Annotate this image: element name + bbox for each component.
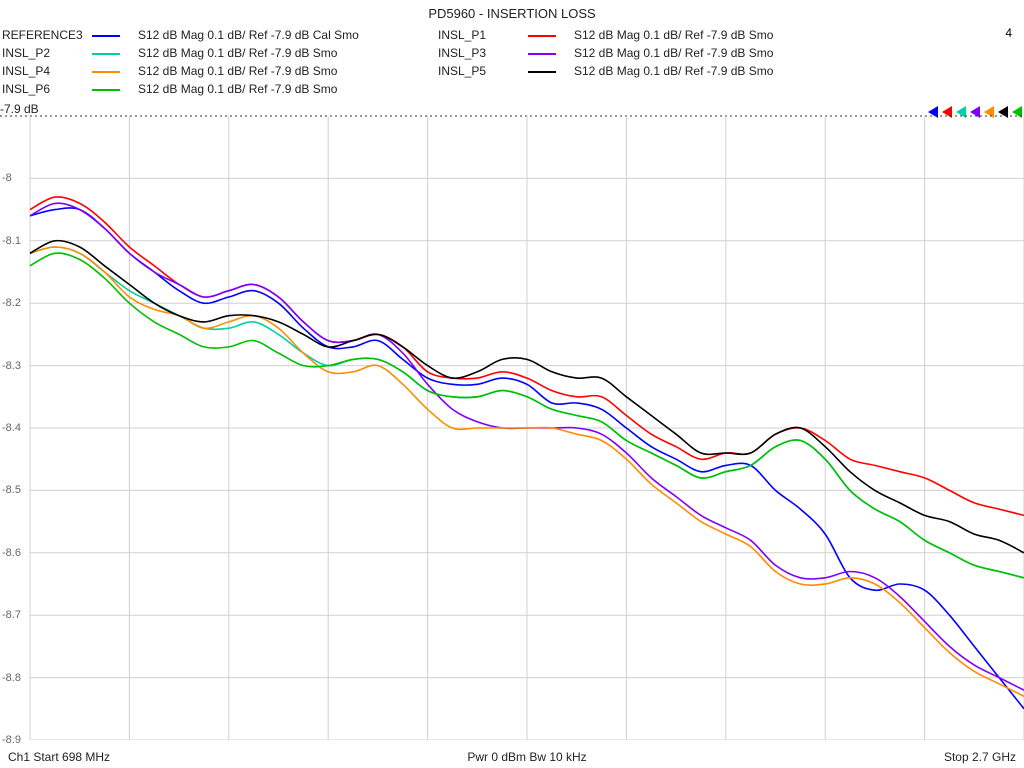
y-axis-tick: -8.7: [2, 609, 21, 621]
y-axis-tick: -8.4: [2, 422, 21, 434]
plot-area: -8-8.1-8.2-8.3-8.4-8.5-8.6-8.7-8.8-8.9: [0, 0, 1024, 740]
y-axis-tick: -8.2: [2, 297, 21, 309]
y-axis-tick: -8.8: [2, 672, 21, 684]
y-axis-tick: -8.3: [2, 360, 21, 372]
stop-freq-label: Stop 2.7 GHz: [944, 750, 1016, 764]
y-axis-tick: -8.9: [2, 734, 21, 746]
status-bar: Ch1 Start 698 MHz Pwr 0 dBm Bw 10 kHz St…: [8, 750, 1016, 764]
y-axis-tick: -8.5: [2, 484, 21, 496]
y-axis-tick: -8: [2, 172, 12, 184]
y-axis-tick: -8.1: [2, 235, 21, 247]
y-axis-tick: -8.6: [2, 547, 21, 559]
start-freq-label: Ch1 Start 698 MHz: [8, 750, 110, 764]
plot-svg: [0, 0, 1024, 740]
pwr-bw-label: Pwr 0 dBm Bw 10 kHz: [467, 750, 586, 764]
